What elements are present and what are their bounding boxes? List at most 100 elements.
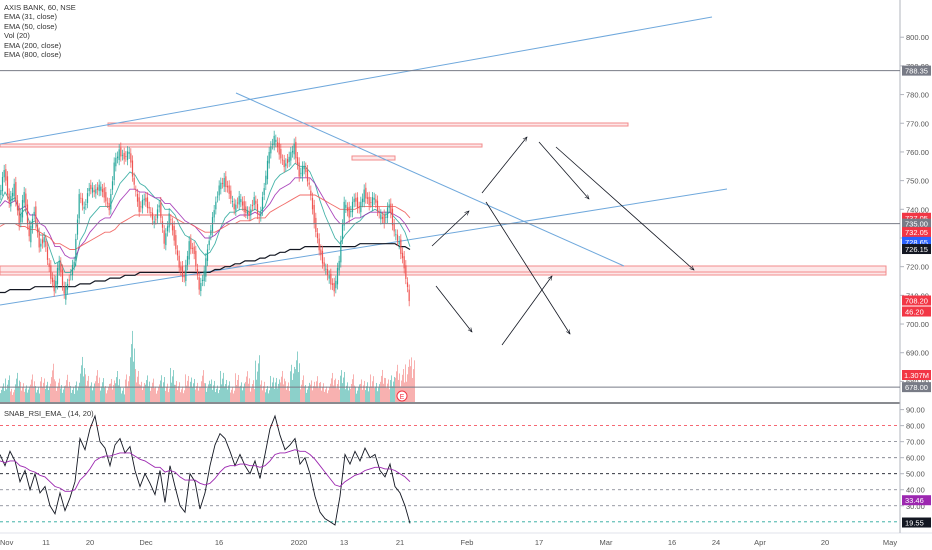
volume-bar (327, 393, 328, 402)
candle-body (408, 289, 410, 302)
volume-bar (340, 375, 341, 402)
candle-body (51, 277, 54, 283)
volume-bar (245, 381, 246, 402)
legend-ema-200[interactable]: EMA (200, close) (4, 40, 62, 50)
candle-body (131, 160, 134, 177)
volume-bar (178, 386, 179, 402)
volume-bar (250, 391, 251, 402)
candle-body (145, 197, 147, 202)
volume-bar (95, 381, 96, 402)
volume-bar (390, 380, 391, 402)
candle-body (50, 265, 52, 279)
price-tag-bg (902, 306, 931, 317)
volume-bar (413, 369, 414, 402)
volume-bar (244, 383, 245, 402)
candle-body (130, 153, 132, 163)
rsi-legend[interactable]: SNAB_RSI_EMA_ (14, 20) (4, 409, 94, 418)
earnings-marker-label: E (400, 394, 405, 401)
time-tick-label: Dec (139, 538, 153, 547)
candle-body (348, 206, 350, 218)
volume-bar (282, 370, 283, 402)
legend-ema-800[interactable]: EMA (800, close) (4, 50, 62, 60)
candle-body (8, 193, 10, 203)
candle-body (396, 234, 399, 241)
candle-body (305, 167, 307, 173)
volume-bar (272, 382, 273, 402)
volume-bar (231, 389, 232, 402)
candle-body (58, 260, 60, 271)
candle-body (70, 274, 72, 276)
volume-bar (6, 389, 7, 402)
candle-body (38, 232, 40, 248)
candle-body (250, 209, 252, 216)
volume-bar (200, 386, 201, 402)
time-tick-label: Mar (600, 538, 613, 547)
price-tick-label: 700.00 (906, 320, 929, 329)
volume-bar (389, 389, 390, 402)
volume-bar (121, 393, 122, 402)
volume-bar (274, 388, 275, 402)
volume-bar (363, 385, 364, 402)
legend-vol-20[interactable]: Vol (20) (4, 31, 30, 41)
volume-bar (141, 381, 142, 402)
volume-bar (305, 385, 306, 402)
volume-bar (161, 375, 162, 402)
candle-body (366, 197, 369, 199)
volume-bar (356, 393, 357, 402)
candle-body (308, 182, 310, 185)
rsi-ema-line (0, 449, 411, 492)
volume-bar (87, 380, 88, 402)
candle-body (271, 144, 274, 145)
volume-bar (191, 377, 192, 402)
volume-bar (333, 385, 334, 402)
volume-bar (193, 383, 194, 402)
volume-bar (220, 370, 221, 402)
volume-bar (62, 392, 63, 402)
time-tick-label: 24 (712, 538, 720, 547)
candle-body (233, 203, 235, 210)
time-tick-label: Feb (461, 538, 474, 547)
candle-body (356, 197, 359, 209)
volume-bar (29, 386, 30, 402)
candle-body (290, 152, 292, 161)
legend-ema-31[interactable]: EMA (31, close) (4, 12, 57, 22)
volume-bar (172, 376, 173, 402)
legend-ema-50[interactable]: EMA (50, close) (4, 21, 57, 31)
candle-body (105, 192, 107, 202)
volume-bar (187, 380, 188, 402)
volume-bar (325, 389, 326, 402)
volume-bar (16, 378, 17, 402)
volume-bar (216, 388, 217, 402)
candle-body (176, 250, 179, 256)
volume-bar (164, 376, 165, 402)
candle-body (163, 230, 165, 244)
volume-bar (123, 387, 124, 402)
candle-body (215, 201, 217, 210)
volume-bar (303, 375, 304, 402)
volume-bar (28, 389, 29, 402)
earnings-marker[interactable]: E (396, 390, 408, 402)
volume-bar (225, 384, 226, 402)
candle-body (373, 197, 375, 200)
volume-bar (364, 380, 365, 402)
volume-bar (373, 376, 374, 402)
time-axis[interactable]: Nov 11 20 Dec 16 2020 13 21 Feb 17 Mar 16 24 Apr 20 May (0, 538, 897, 547)
volume-bar (261, 380, 262, 402)
candle-body (286, 159, 289, 164)
volume-bar (263, 386, 264, 402)
volume-bar (334, 380, 335, 402)
volume-bars (0, 330, 415, 402)
candle-body (175, 235, 177, 250)
candle-body (78, 194, 80, 219)
volume-bar (377, 391, 378, 402)
volume-bar (67, 374, 68, 402)
candle-body (275, 139, 277, 142)
projection-arrow (435, 285, 472, 332)
candle-body (116, 156, 119, 159)
time-tick-label: 21 (396, 538, 404, 547)
volume-bar (93, 386, 94, 402)
volume-bar (22, 386, 23, 402)
volume-bar (71, 392, 72, 402)
rsi-tag-label: 33.46 (905, 496, 924, 505)
